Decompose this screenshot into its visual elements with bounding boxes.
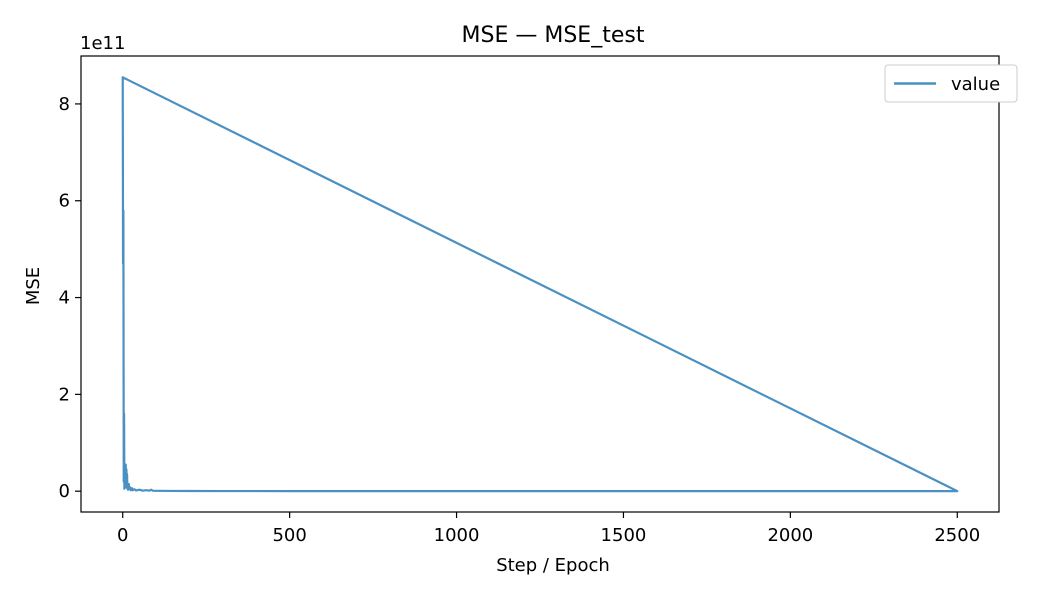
y-tick-label: 0 (59, 481, 70, 502)
y-tick-label: 8 (59, 94, 70, 115)
x-axis-label: Step / Epoch (496, 555, 610, 576)
y-tick-label: 2 (59, 384, 70, 405)
x-tick-label: 2000 (767, 525, 813, 546)
x-tick-label: 2500 (934, 525, 980, 546)
y-tick-label: 4 (59, 288, 70, 309)
chart-title: MSE — MSE_test (462, 23, 645, 48)
series-layer (121, 76, 959, 493)
series-line-value (121, 76, 959, 493)
y-ticks: 0 2 4 6 8 (59, 94, 81, 502)
x-ticks: 0 500 1000 1500 2000 2500 (117, 512, 980, 546)
plot-frame (80, 55, 1000, 513)
legend-entry-value: value (951, 74, 1000, 95)
x-tick-label: 500 (272, 525, 306, 546)
y-axis-multiplier: 1e11 (80, 33, 125, 54)
x-tick-label: 0 (117, 525, 128, 546)
legend-box (884, 64, 1018, 103)
x-tick-label: 1000 (434, 525, 480, 546)
x-tick-label: 1500 (601, 525, 647, 546)
y-axis-label: MSE (23, 267, 44, 305)
y-tick-label: 6 (59, 191, 70, 212)
legend: value (884, 64, 1018, 103)
